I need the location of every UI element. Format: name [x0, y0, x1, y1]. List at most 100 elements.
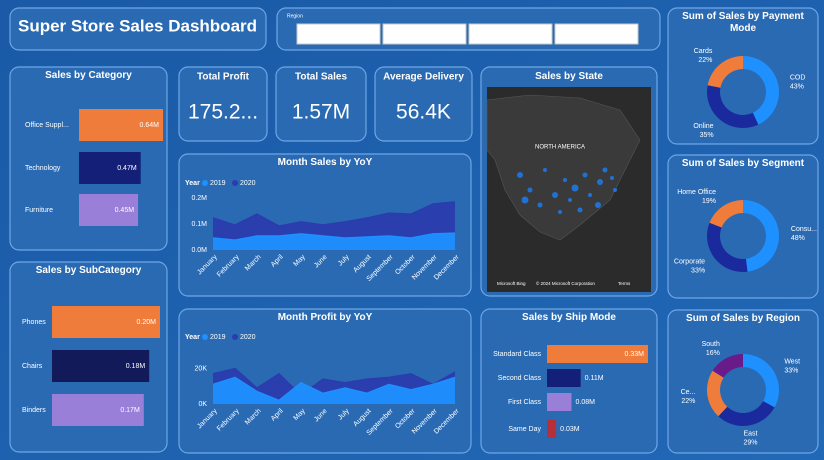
bar	[52, 306, 160, 338]
panel-title: Sales by Ship Mode	[522, 312, 616, 323]
map-dot	[563, 178, 567, 182]
donut-slice	[743, 56, 780, 125]
slicer-button[interactable]	[382, 23, 467, 45]
value-label: 0.47M	[117, 165, 137, 172]
slicer-button[interactable]	[554, 23, 639, 45]
value-label: 0.03M	[560, 426, 580, 433]
map-dot	[588, 193, 592, 197]
line	[212, 376, 456, 402]
panel-title-box: Sales by Category	[45, 70, 132, 81]
donut-slice	[743, 354, 780, 408]
dashboard-title: Super Store Sales Dashboard	[18, 16, 257, 35]
slice-name: Consu...	[791, 226, 817, 233]
line	[212, 232, 456, 241]
legend-label: 2019	[210, 334, 226, 341]
y-tick-label: 0.1M	[191, 221, 207, 228]
kpi-title: Total Profit	[197, 72, 250, 83]
map-dot	[527, 187, 533, 193]
value-label: 0.45M	[115, 207, 135, 214]
map-land	[486, 94, 641, 241]
legend-label: 2019	[210, 180, 226, 187]
bar	[547, 420, 557, 438]
bar	[79, 152, 141, 184]
value-label: 0.11M	[585, 375, 604, 382]
slice-name: COD	[790, 74, 806, 81]
slice-name: West	[784, 358, 800, 365]
map-dot	[552, 192, 558, 198]
panel-title: Sum of Sales by Segment	[681, 158, 805, 169]
category-label: Binders	[22, 407, 46, 414]
legend-label: 2020	[240, 180, 256, 187]
map-dot	[537, 202, 543, 208]
panel	[178, 66, 268, 142]
donut-slice	[709, 200, 743, 228]
category-label: Office Suppl...	[25, 122, 69, 129]
slice-value: 33%	[784, 367, 798, 374]
map-dot	[571, 184, 579, 192]
map-dot	[521, 196, 529, 204]
category-label: Phones	[22, 319, 46, 326]
bar	[79, 194, 139, 226]
bar	[547, 393, 572, 411]
y-tick-label: 20K	[195, 365, 208, 372]
category-label: Furniture	[25, 207, 53, 214]
slicer-option[interactable]: Central	[324, 29, 353, 39]
slice-value: 33%	[691, 267, 705, 274]
panel	[667, 309, 819, 454]
panel-title: Sales by State	[535, 71, 603, 82]
legend-swatch	[232, 180, 238, 186]
panel-title: Month Profit by YoY	[277, 312, 373, 323]
donut-slice	[712, 354, 743, 378]
slice-value: 22%	[698, 57, 712, 64]
map-dot	[602, 167, 608, 173]
panel-title-box: Sales by Ship Mode	[522, 312, 616, 323]
value-label: 0.08M	[575, 399, 595, 406]
panel-title-box: Month Sales by YoY	[277, 157, 373, 168]
panel	[374, 66, 473, 142]
kpi-value: 1.57M	[292, 101, 350, 124]
donut-slice	[743, 200, 779, 272]
panel-title-box: Sales by State	[535, 71, 603, 82]
map-dot	[543, 168, 547, 172]
panel	[667, 154, 819, 299]
slicer-option[interactable]: East	[415, 29, 434, 39]
panel	[275, 66, 367, 142]
slice-value: 19%	[702, 198, 716, 205]
slice-name: South	[702, 341, 720, 348]
donut-slice	[707, 56, 743, 88]
panel	[667, 7, 819, 145]
slice-name: Home Office	[677, 189, 716, 196]
slice-name: Corporate	[674, 258, 705, 265]
map-dot	[577, 207, 583, 213]
legend-title: Year	[185, 180, 200, 187]
slicer-option[interactable]: West	[586, 29, 607, 39]
slicer-button[interactable]	[468, 23, 553, 45]
category-label: Second Class	[498, 375, 542, 382]
category-label: Chairs	[22, 363, 43, 370]
slicer-option[interactable]: South	[499, 29, 523, 39]
panel-title: Month Sales by YoY	[277, 157, 373, 168]
slice-name: Ce...	[681, 389, 696, 396]
legend-label: 2020	[240, 334, 256, 341]
panel-title: Sales by Category	[45, 70, 132, 81]
legend-swatch	[202, 334, 208, 340]
y-tick-label: 0.0M	[191, 247, 207, 254]
slice-value: 22%	[681, 398, 695, 405]
panel-title-box: Sum of Sales by Payment Mode	[682, 11, 804, 34]
kpi-title: Total Sales	[295, 72, 347, 83]
y-tick-label: 0K	[198, 401, 207, 408]
slice-value: 48%	[791, 235, 805, 242]
map-dot	[597, 179, 603, 185]
category-label: First Class	[508, 399, 542, 406]
value-label: 0.33M	[625, 351, 645, 358]
line	[212, 201, 456, 227]
bar	[547, 369, 581, 387]
slicer-button[interactable]	[296, 23, 381, 45]
kpi-value: 56.4K	[396, 101, 451, 124]
donut-slice	[718, 401, 775, 426]
legend-swatch	[202, 180, 208, 186]
kpi-title: Average Delivery	[383, 72, 464, 83]
bar	[79, 109, 163, 141]
slicer-title: Region	[287, 13, 303, 19]
